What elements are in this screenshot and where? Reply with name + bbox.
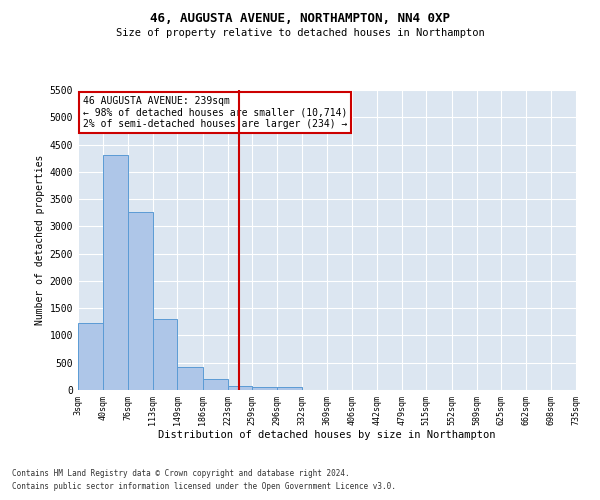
Bar (178, 366, 203, 390)
Text: Contains HM Land Registry data © Crown copyright and database right 2024.: Contains HM Land Registry data © Crown c… (12, 468, 350, 477)
X-axis label: Distribution of detached houses by size in Northampton: Distribution of detached houses by size … (158, 430, 496, 440)
Bar (103, 156, 128, 390)
Bar (78, 323, 103, 390)
Text: 46 AUGUSTA AVENUE: 239sqm
← 98% of detached houses are smaller (10,714)
2% of se: 46 AUGUSTA AVENUE: 239sqm ← 98% of detac… (83, 96, 347, 129)
Text: Size of property relative to detached houses in Northampton: Size of property relative to detached ho… (116, 28, 484, 38)
Bar (252, 388, 277, 390)
Bar (153, 319, 178, 390)
Y-axis label: Number of detached properties: Number of detached properties (35, 155, 46, 325)
Text: 46, AUGUSTA AVENUE, NORTHAMPTON, NN4 0XP: 46, AUGUSTA AVENUE, NORTHAMPTON, NN4 0XP (150, 12, 450, 26)
Text: Contains public sector information licensed under the Open Government Licence v3: Contains public sector information licen… (12, 482, 396, 491)
Bar (203, 379, 227, 390)
Bar (277, 386, 302, 390)
Bar (227, 386, 252, 390)
Bar (128, 212, 153, 390)
